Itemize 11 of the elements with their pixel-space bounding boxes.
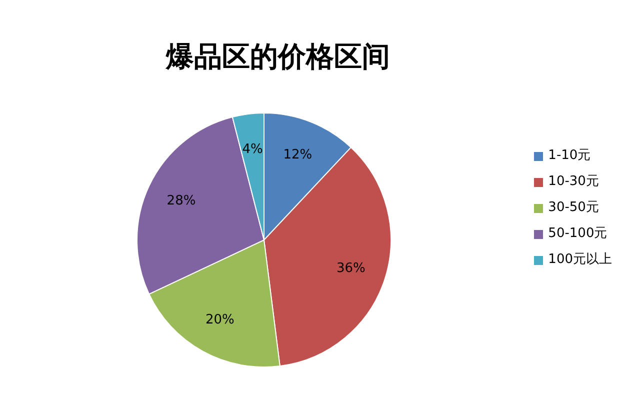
legend-label: 1-10元 <box>548 147 591 165</box>
data-label: 12% <box>283 147 312 162</box>
chart-title: 爆品区的价格区间 <box>164 39 391 75</box>
data-label: 20% <box>205 312 234 328</box>
legend-label: 50-100元 <box>548 225 608 243</box>
legend-label: 100元以上 <box>548 251 612 269</box>
data-label: 4% <box>242 142 263 157</box>
legend-label: 10-30元 <box>548 173 599 191</box>
data-label: 36% <box>336 260 366 276</box>
data-label: 28% <box>166 194 196 209</box>
legend-label: 30-50元 <box>548 199 599 217</box>
